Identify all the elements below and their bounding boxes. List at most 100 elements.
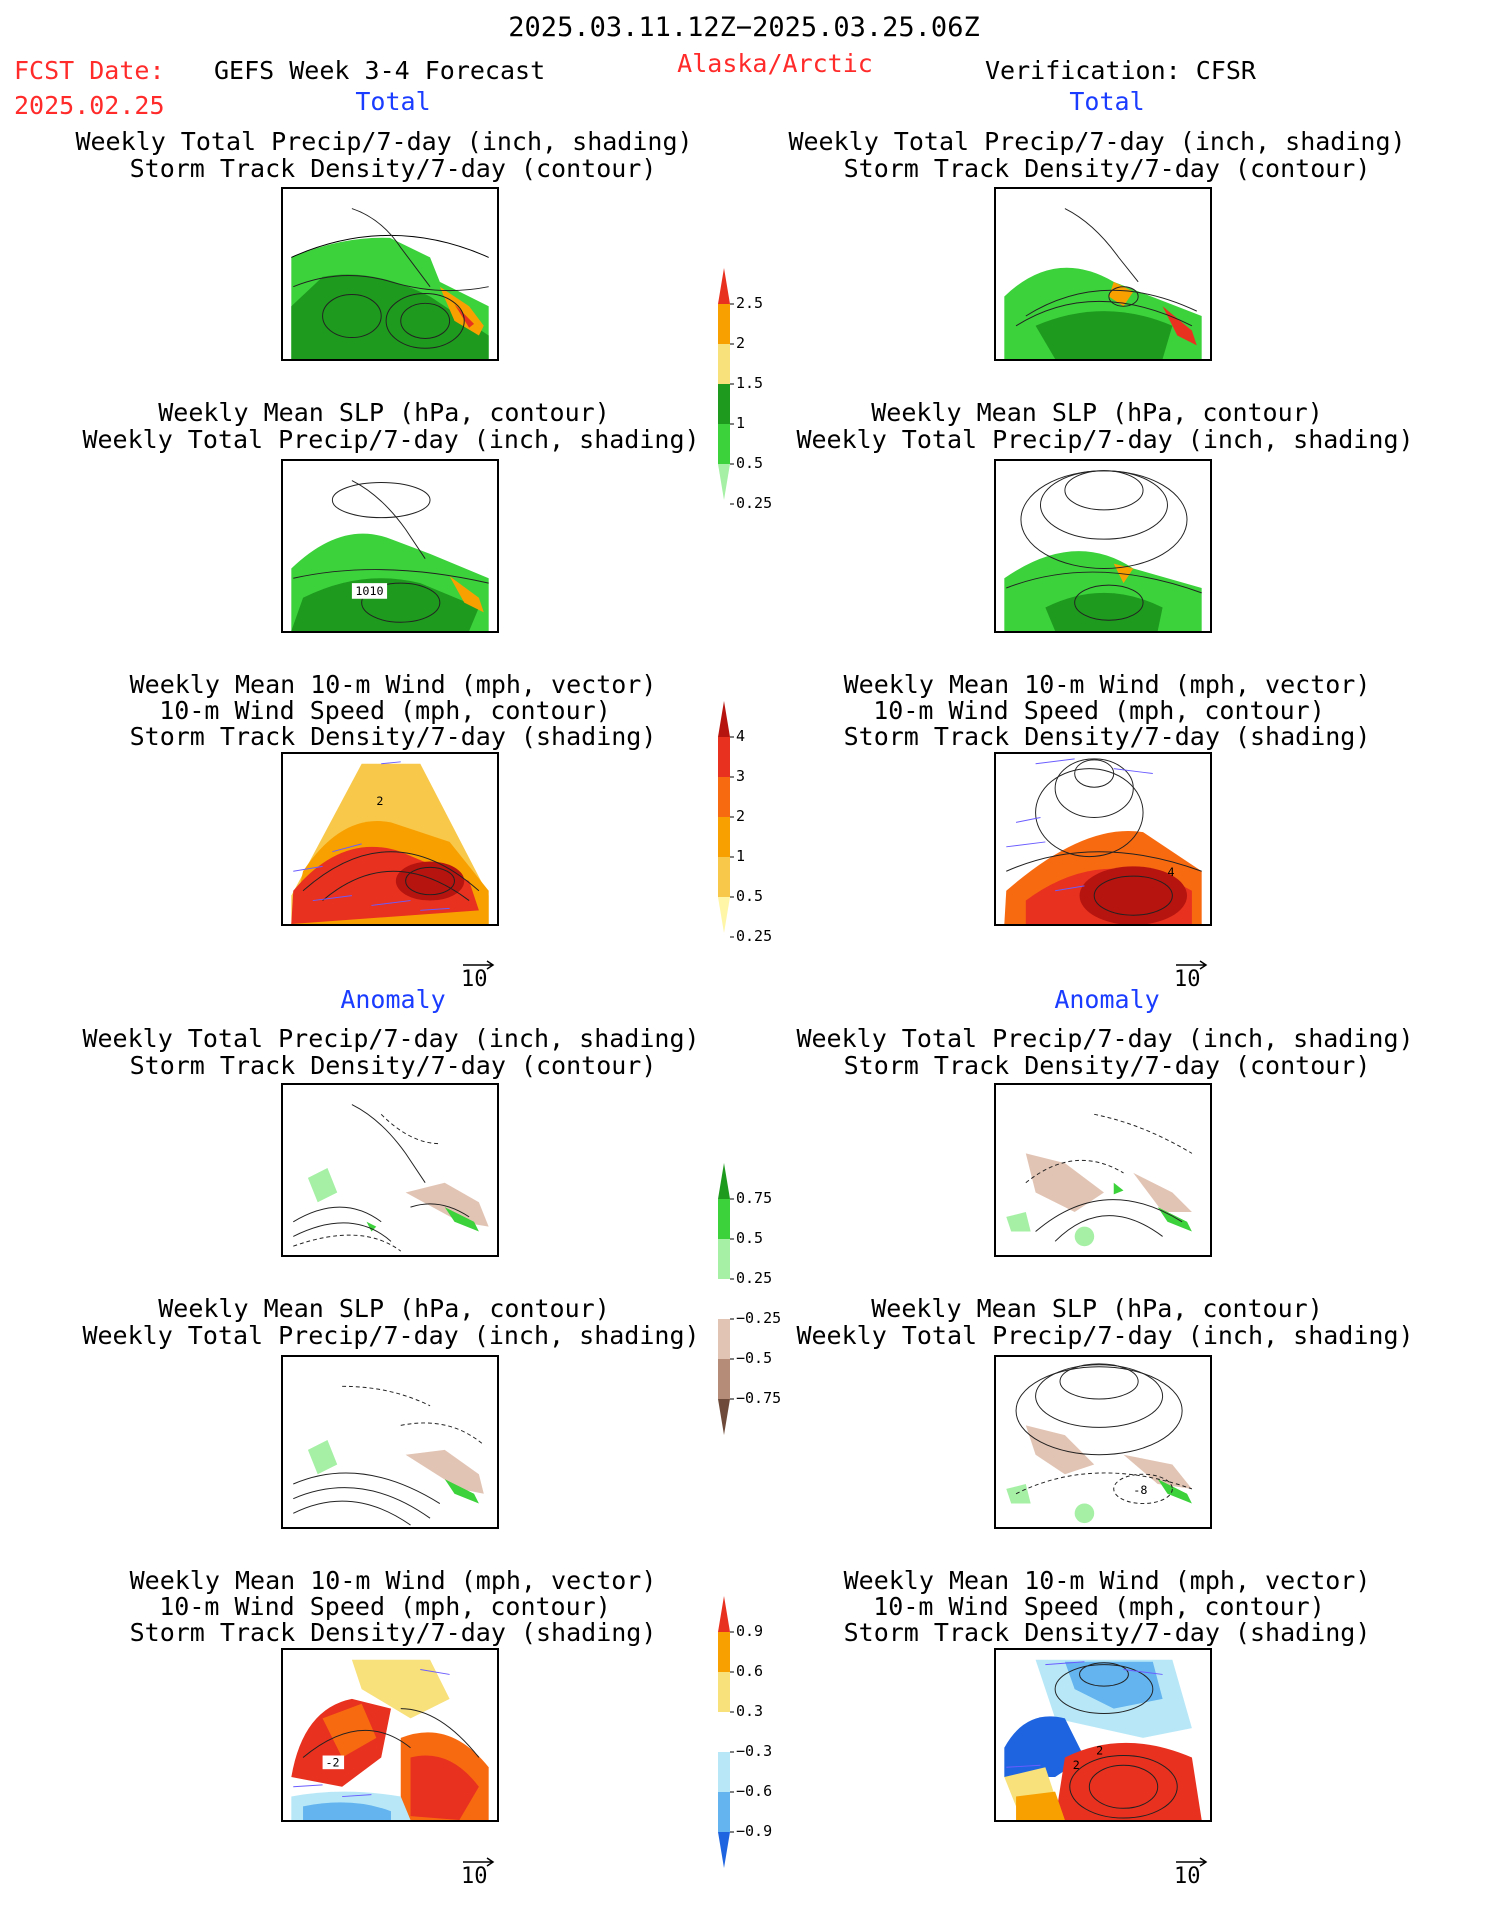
colorbar-segment bbox=[718, 1399, 730, 1435]
colorbar-segment bbox=[718, 1712, 730, 1752]
arrow-right-icon bbox=[1176, 960, 1208, 970]
colorbar-segment bbox=[718, 1672, 730, 1712]
colorbar-label: −0.5 bbox=[736, 1349, 773, 1367]
map-precip-storm-anom-forecast bbox=[281, 1083, 499, 1257]
colorbar-precip-anom: 0.75 0.5 0.25 −0.25 −0.5 −0.75 bbox=[718, 1163, 782, 1443]
colorbar-graphic bbox=[718, 1596, 734, 1868]
colorbar-segment bbox=[718, 1632, 730, 1672]
map-slp-precip-anom-forecast bbox=[281, 1355, 499, 1529]
colorbar-segment bbox=[718, 1752, 730, 1792]
colorbar-segment bbox=[718, 701, 730, 737]
colorbar-segment bbox=[718, 857, 730, 897]
colorbar-segment bbox=[718, 1239, 730, 1279]
panel-title: Weekly Total Precip/7-day (inch, shading… bbox=[82, 1321, 700, 1350]
colorbar-segment bbox=[718, 424, 730, 464]
arrow-right-icon bbox=[1176, 1857, 1208, 1867]
map-slp-precip-anom-verif: -8 bbox=[994, 1355, 1212, 1529]
colorbar-segment bbox=[718, 268, 730, 304]
panel-title: 10-m Wind Speed (mph, contour) bbox=[159, 696, 611, 725]
colorbar-segment bbox=[718, 1199, 730, 1239]
panel-title: Weekly Mean SLP (hPa, contour) bbox=[158, 398, 610, 427]
anomaly-section-left: Anomaly bbox=[340, 985, 446, 1014]
panel-title: Weekly Total Precip/7-day (inch, shading… bbox=[82, 1024, 700, 1053]
map-slp-precip-total-forecast: 1010 bbox=[281, 459, 499, 633]
colorbar-segment bbox=[718, 1832, 730, 1868]
total-section-right: Total bbox=[1069, 87, 1145, 116]
colorbar-label: −0.9 bbox=[736, 1822, 773, 1840]
verification-label: Verification: CFSR bbox=[985, 56, 1256, 85]
colorbar-label: −0.25 bbox=[736, 1309, 782, 1327]
panel-title: Storm Track Density/7-day (contour) bbox=[843, 1051, 1371, 1080]
colorbar-label: 4 bbox=[736, 727, 746, 745]
colorbar-segment bbox=[718, 737, 730, 777]
panel-title: Weekly Mean 10-m Wind (mph, vector) bbox=[129, 1566, 657, 1595]
vector-reference-label: 10 bbox=[461, 1864, 488, 1889]
region-title: Alaska/Arctic bbox=[677, 49, 873, 78]
vector-reference-label: 10 bbox=[461, 967, 488, 992]
colorbar-label: 2 bbox=[736, 807, 746, 825]
colorbar-precip-total: 2.5 2 1.5 1 0.5 0.25 bbox=[718, 268, 778, 512]
arrow-right-icon bbox=[463, 1857, 495, 1867]
colorbar-segment bbox=[718, 1319, 730, 1359]
colorbar-label: −0.6 bbox=[736, 1782, 773, 1800]
contour-label: 2 bbox=[376, 794, 383, 808]
colorbar-label: 0.6 bbox=[736, 1662, 764, 1680]
colorbar-graphic bbox=[718, 701, 734, 938]
colorbar-label: −0.3 bbox=[736, 1742, 773, 1760]
map-slp-precip-total-verif bbox=[994, 459, 1212, 633]
colorbar-label: 1 bbox=[736, 414, 746, 432]
panel-title: Storm Track Density/7-day (shading) bbox=[129, 1618, 657, 1647]
colorbar-label: 2.5 bbox=[736, 294, 764, 312]
colorbar-segment bbox=[718, 1359, 730, 1399]
panel-title: Weekly Mean SLP (hPa, contour) bbox=[871, 1294, 1323, 1323]
vector-reference-label: 10 bbox=[1174, 1864, 1201, 1889]
panel-title: Storm Track Density/7-day (shading) bbox=[843, 1618, 1371, 1647]
map-precip-storm-total-forecast bbox=[281, 187, 499, 361]
fcst-date-value: 2025.02.25 bbox=[14, 91, 165, 120]
panel-title: Weekly Mean 10-m Wind (mph, vector) bbox=[843, 670, 1371, 699]
panel-title: Weekly Mean SLP (hPa, contour) bbox=[158, 1294, 610, 1323]
date-range-title: 2025.03.11.12Z−2025.03.25.06Z bbox=[508, 12, 980, 43]
colorbar-segment bbox=[718, 777, 730, 817]
colorbar-label: 1 bbox=[736, 847, 746, 865]
vector-reference: 10 bbox=[461, 956, 497, 992]
vector-reference: 10 bbox=[461, 1853, 497, 1889]
contour-label: 4 bbox=[1167, 865, 1174, 879]
map-precip-storm-anom-verif bbox=[994, 1083, 1212, 1257]
map-wind-storm-anom-verif: 2 2 bbox=[994, 1648, 1212, 1822]
vector-reference: 10 bbox=[1174, 956, 1210, 992]
colorbar-label: 0.25 bbox=[736, 494, 773, 512]
panel-title: Weekly Mean SLP (hPa, contour) bbox=[871, 398, 1323, 427]
vector-reference: 10 bbox=[1174, 1853, 1210, 1889]
contour-label: -2 bbox=[326, 1755, 340, 1769]
vector-reference-label: 10 bbox=[1174, 967, 1201, 992]
panel-title: Weekly Total Precip/7-day (inch, shading… bbox=[796, 425, 1414, 454]
total-section-left: Total bbox=[355, 87, 431, 116]
colorbar-label: 0.9 bbox=[736, 1622, 764, 1640]
panel-title: 10-m Wind Speed (mph, contour) bbox=[873, 696, 1325, 725]
panel-title: 10-m Wind Speed (mph, contour) bbox=[159, 1592, 611, 1621]
panel-title: 10-m Wind Speed (mph, contour) bbox=[873, 1592, 1325, 1621]
panel-title: Storm Track Density/7-day (contour) bbox=[129, 154, 657, 183]
arrow-right-icon bbox=[463, 960, 495, 970]
map-wind-storm-total-verif: 4 bbox=[994, 752, 1212, 926]
colorbar-segment bbox=[718, 1792, 730, 1832]
colorbar-segment bbox=[718, 464, 730, 500]
colorbar-label: 0.25 bbox=[736, 1269, 773, 1287]
panel-title: Weekly Total Precip/7-day (inch, shading… bbox=[788, 127, 1406, 156]
contour-label: 2 bbox=[1073, 1758, 1080, 1772]
panel-title: Weekly Total Precip/7-day (inch, shading… bbox=[75, 127, 693, 156]
colorbar-label: 2 bbox=[736, 334, 746, 352]
colorbar-label: 0.75 bbox=[736, 1189, 773, 1207]
colorbar-segment bbox=[718, 344, 730, 384]
colorbar-segment bbox=[718, 897, 730, 933]
anomaly-section-right: Anomaly bbox=[1054, 985, 1160, 1014]
panel-title: Storm Track Density/7-day (shading) bbox=[129, 722, 657, 751]
panel-title: Storm Track Density/7-day (contour) bbox=[129, 1051, 657, 1080]
panel-title: Weekly Total Precip/7-day (inch, shading… bbox=[796, 1024, 1414, 1053]
colorbar-label: 3 bbox=[736, 767, 746, 785]
panel-title: Weekly Total Precip/7-day (inch, shading… bbox=[82, 425, 700, 454]
map-precip-storm-total-verif bbox=[994, 187, 1212, 361]
colorbar-label: 0.5 bbox=[736, 1229, 764, 1247]
contour-label: 1010 bbox=[355, 584, 383, 598]
